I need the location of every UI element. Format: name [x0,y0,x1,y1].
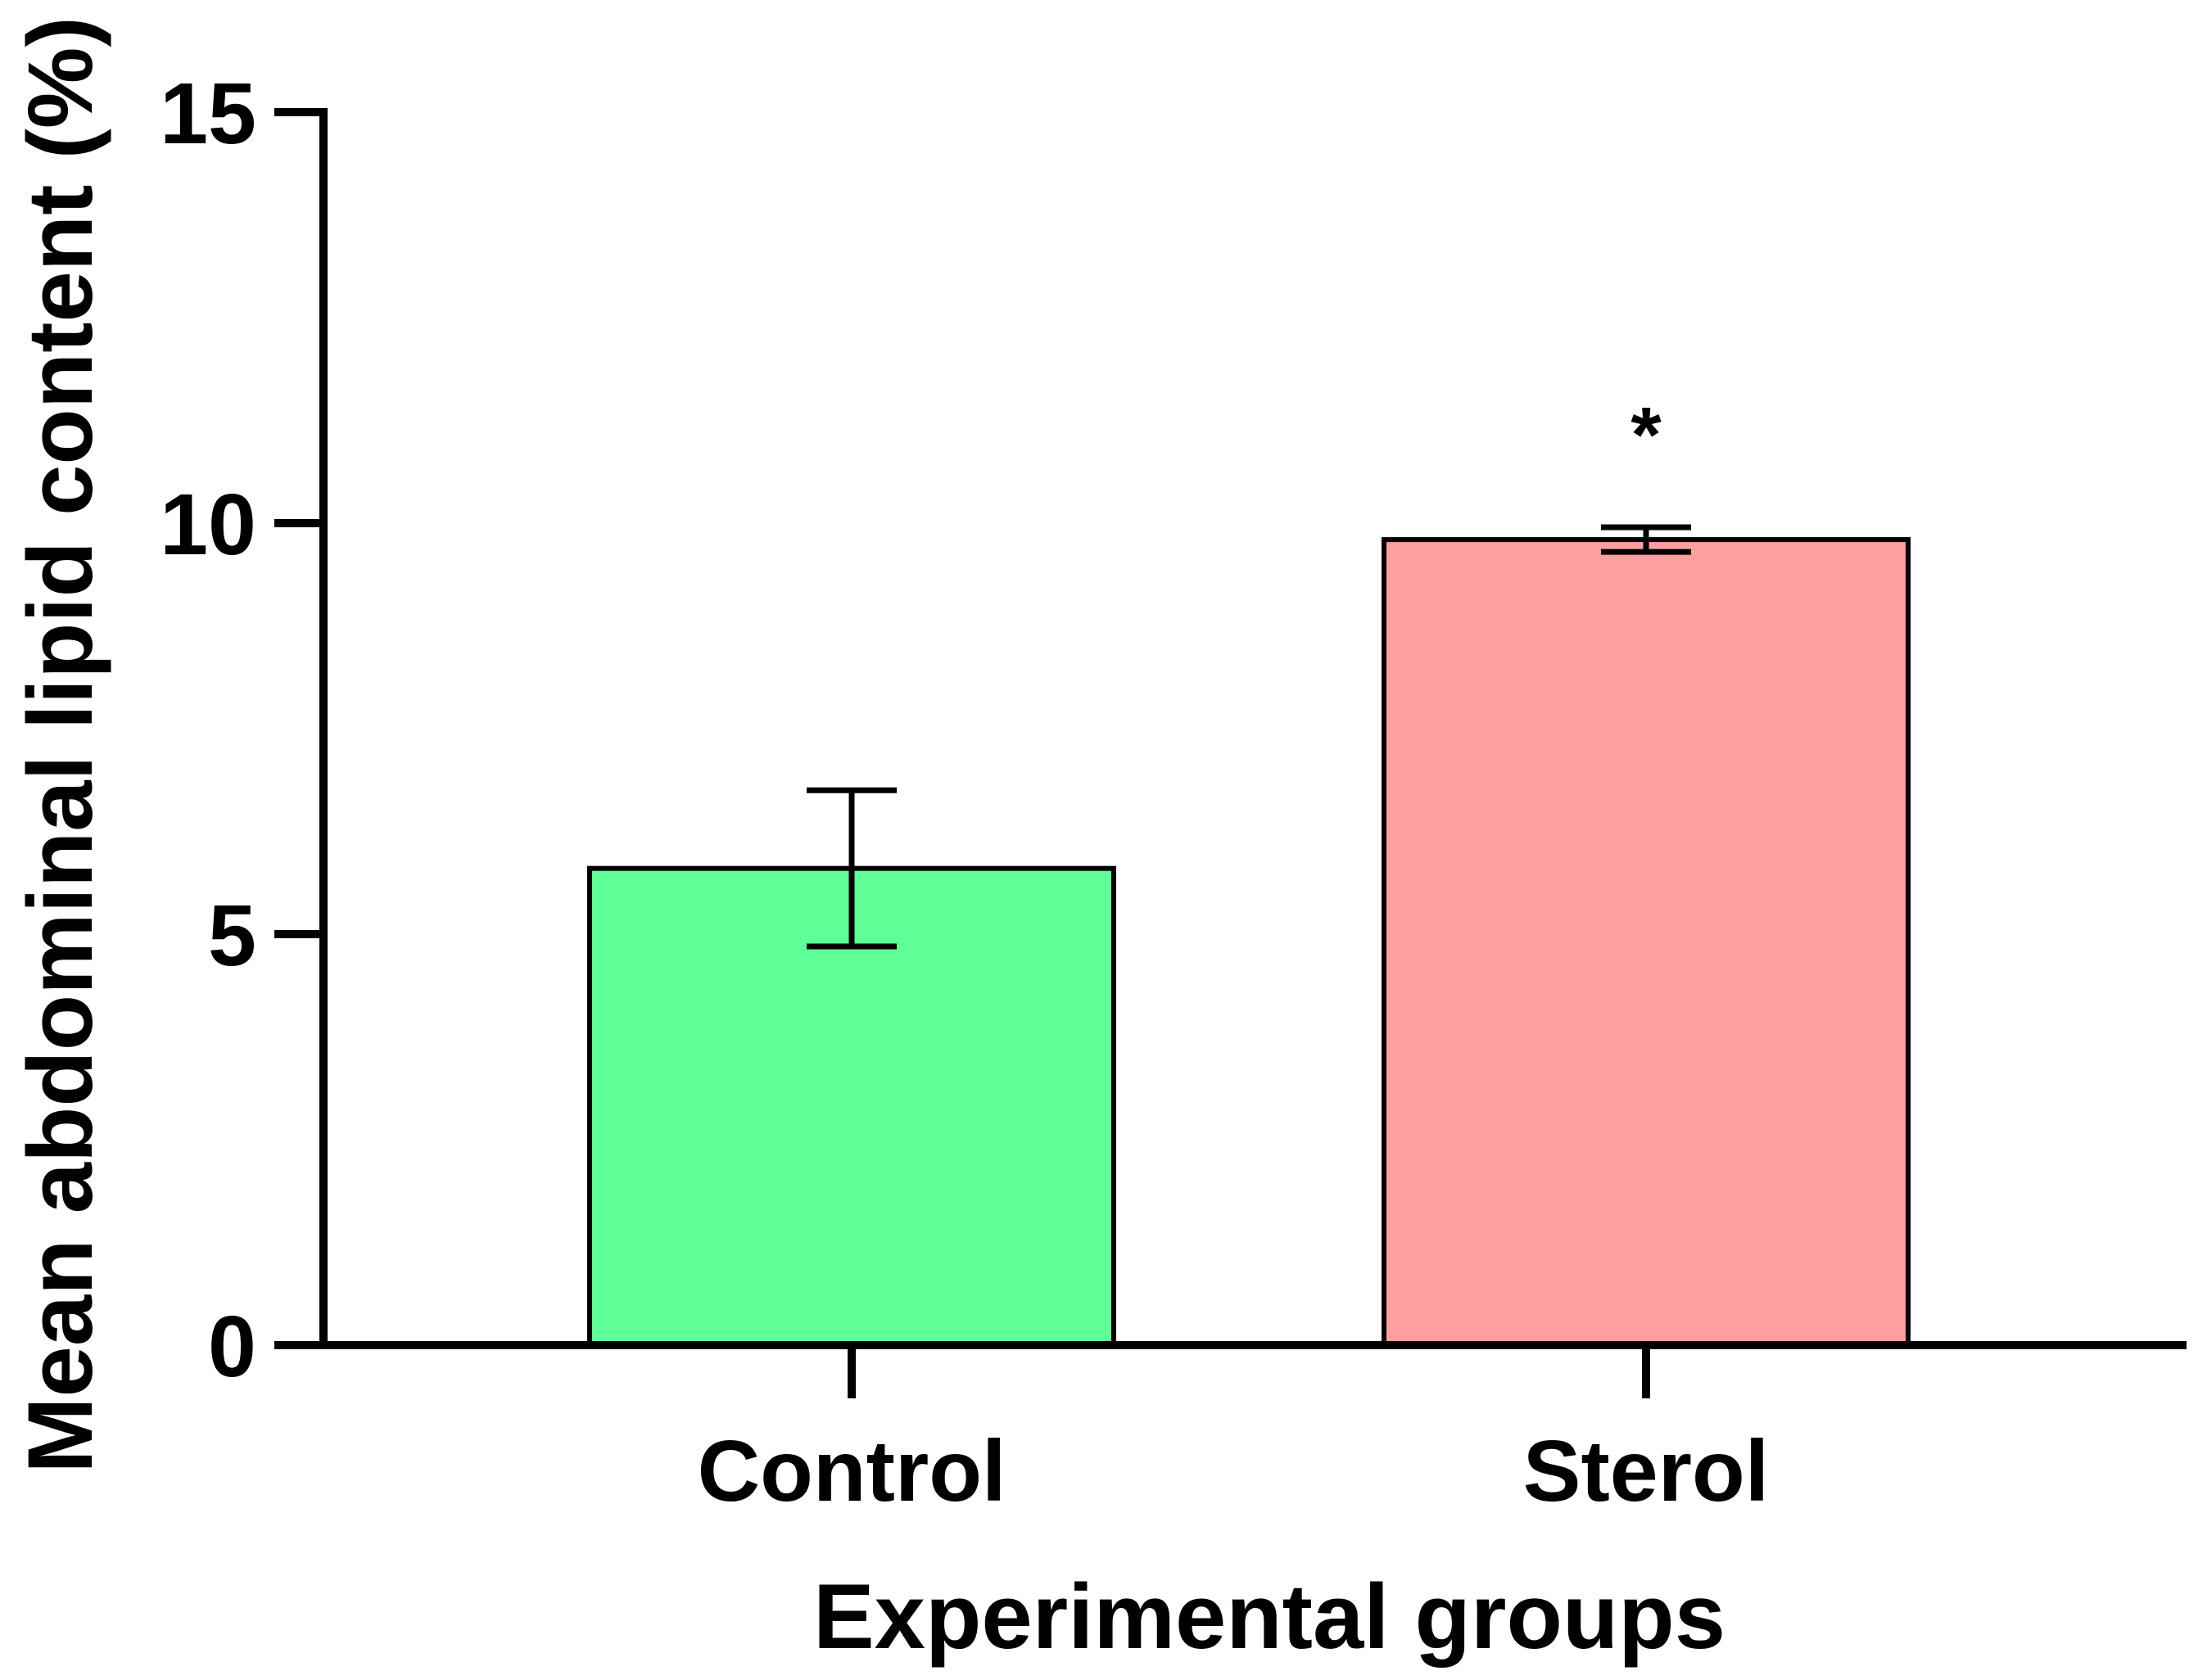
y-tick-label: 10 [160,476,256,573]
x-tick-label: Control [698,1423,1006,1520]
plot-area: * [587,391,1911,1348]
y-tick-label: 15 [160,65,256,162]
x-axis-title: Experimental groups [813,1565,1725,1668]
y-ticks: 0 5 10 15 [160,65,323,1395]
bar-sterol [1382,537,1911,1348]
bars-layer [587,537,1911,1348]
x-ticks: Control Sterol [698,1345,1769,1520]
y-tick-label: 5 [208,887,256,984]
y-tick-label: 0 [208,1298,256,1395]
y-axis-title: Mean abdominal lipid content (%) [9,16,111,1474]
significance-marker: * [1630,391,1662,479]
error-bars-layer [807,524,1691,950]
significance-layer: * [1630,391,1662,479]
x-tick-label: Sterol [1523,1423,1769,1520]
